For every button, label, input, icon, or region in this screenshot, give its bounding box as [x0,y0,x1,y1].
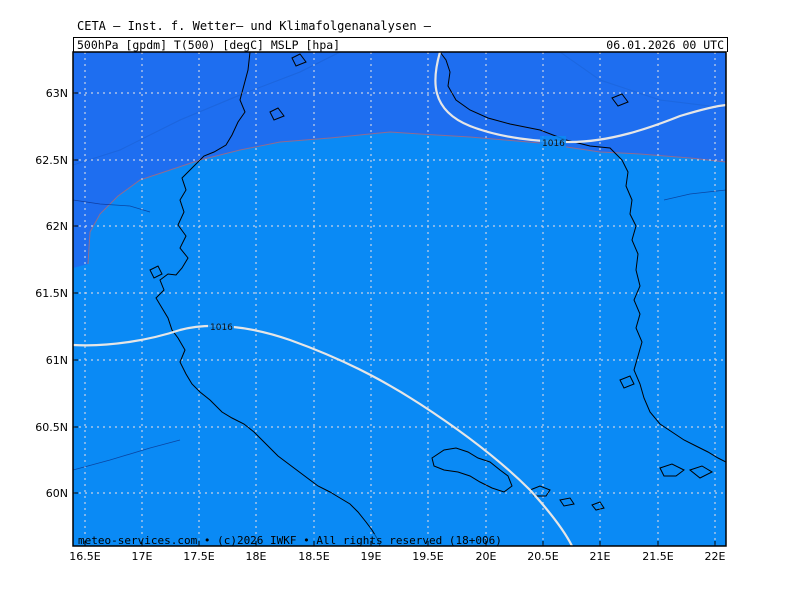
copyright-credit: meteo-services.com • (c)2026 IWKF • All … [78,534,502,547]
longitude-label: 22E [705,550,726,563]
coastline [149,52,726,546]
longitude-axis: 16.5E 17E 17.5E 18E 18.5E 19E 19.5E 20E 20.5E 21E… [69,541,726,563]
latitude-label: 61N [46,354,68,367]
latitude-axis: 63N 62.5N 62N 61.5N 61N 60.5N 60N [35,87,78,500]
latitude-label: 60.5N [35,421,68,434]
longitude-label: 21E [590,550,611,563]
coastline-sweden [155,52,381,546]
coastline-island [269,107,285,121]
map-canvas: 1016 1016 meteo-services.com • (c)2026 I… [73,52,726,547]
valid-time: 06.01.2026 00 UTC [606,38,724,52]
map-frame [72,51,727,547]
longitude-label: 20.5E [527,550,558,563]
parameter-bar: 500hPa [gpdm] T(500) [degC] MSLP [hpa] 0… [73,37,728,52]
longitude-label: 20E [476,550,497,563]
latitude-label: 62.5N [35,154,68,167]
latitude-label: 62N [46,220,68,233]
coastline-finland [439,52,726,463]
geopotential-contour [73,52,341,166]
coastline-island [291,53,307,67]
longitude-label: 18.5E [298,550,329,563]
geopotential-contour [559,52,726,109]
isobar-label-north: 1016 [542,139,565,149]
longitude-label: 19E [361,550,382,563]
coastline-island [591,501,605,511]
longitude-label: 19.5E [412,550,443,563]
lat-lon-grid [73,52,726,546]
coastline-island [611,93,629,107]
latitude-label: 60N [46,487,68,500]
coastline-island [688,465,714,479]
country-border [73,189,726,471]
coastline-islands-aland [431,447,513,493]
longitude-label: 16.5E [69,550,100,563]
parameter-legend: 500hPa [gpdm] T(500) [degC] MSLP [hpa] [77,38,341,52]
coastline-island [619,375,635,389]
temperature-band-cold [73,52,726,268]
latitude-label: 63N [46,87,68,100]
isobar-line [73,324,573,546]
temperature-boundary [87,131,726,265]
coastline-island [149,265,163,279]
longitude-label: 17E [132,550,153,563]
isobar-label-south: 1016 [210,323,233,333]
coastline-island [559,497,575,507]
coastline-island [659,463,685,477]
longitude-label: 17.5E [183,550,214,563]
latitude-label: 61.5N [35,287,68,300]
longitude-label: 21.5E [642,550,673,563]
longitude-label: 18E [246,550,267,563]
chart-title: CETA – Inst. f. Wetter– und Klimafolgena… [77,19,432,33]
